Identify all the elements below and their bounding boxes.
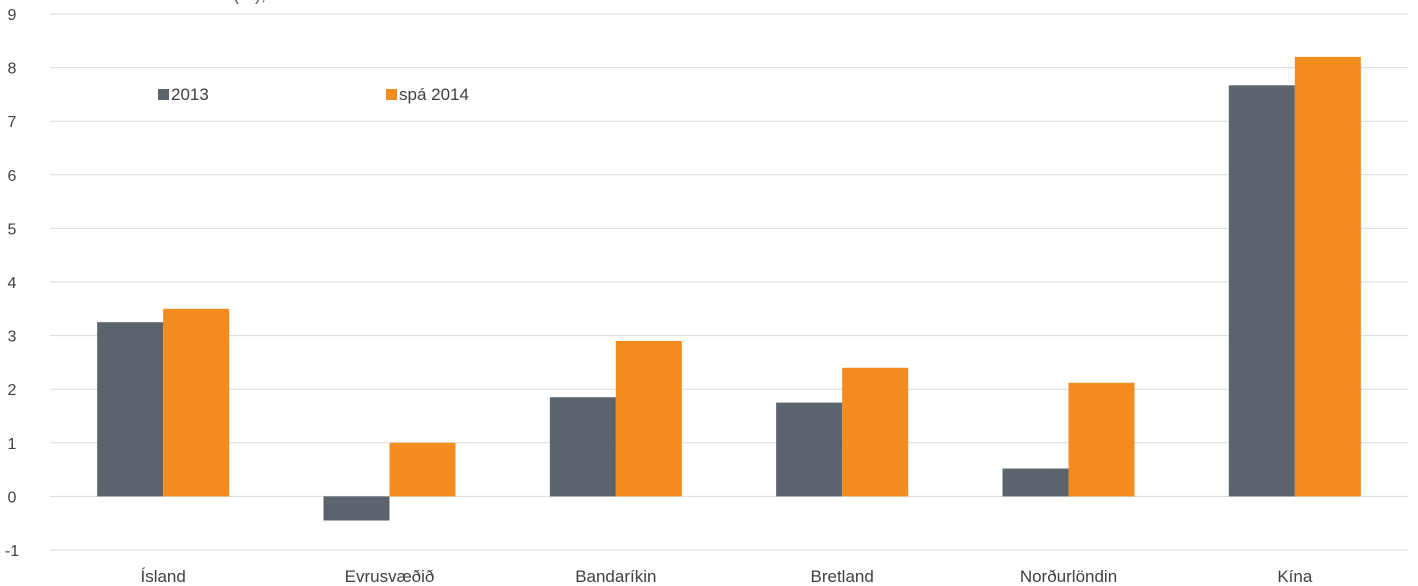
y-tick-label: 8 [8, 61, 17, 78]
bar-spá-2014-3 [842, 367, 909, 497]
x-category-label: Bandaríkin [575, 567, 656, 586]
legend: 2013 spá 2014 [158, 85, 469, 104]
bar-spá-2014-5 [1294, 56, 1361, 497]
y-tick-label: 9 [8, 7, 17, 24]
bar-2013-5 [1228, 85, 1295, 497]
y-tick-label: 3 [8, 329, 17, 346]
y-tick-label: 2 [8, 382, 17, 399]
y-tick-label: 1 [8, 436, 17, 453]
bar-2013-3 [776, 402, 843, 497]
legend-label: 2013 [171, 85, 209, 104]
x-category-label: Kína [1277, 567, 1313, 586]
y-axis-tick-labels: -1 0 1 2 3 4 5 6 7 8 9 [5, 7, 19, 560]
gridlines [50, 13, 1408, 551]
legend-label: spá 2014 [399, 85, 469, 104]
y-tick-label: 7 [8, 114, 17, 131]
x-category-label: Ísland [140, 567, 185, 586]
y-tick-label: 0 [8, 489, 17, 506]
x-category-label: Norðurlöndin [1020, 567, 1117, 586]
bar-2013-2 [549, 397, 616, 497]
legend-swatch [158, 89, 169, 100]
y-tick-label: -1 [5, 543, 19, 560]
y-tick-label: 6 [8, 168, 17, 185]
bar-spá-2014-4 [1068, 382, 1135, 497]
y-tick-label: 4 [8, 275, 17, 292]
bar-2013-1 [323, 496, 390, 521]
bar-spá-2014-2 [615, 340, 682, 497]
x-axis-category-labels: Ísland Evrusvæðið Bandaríkin Bretland Norður… [140, 567, 1312, 586]
bar-2013-0 [97, 322, 164, 497]
chart-title: … (%), … … … … … … … … [210, 0, 450, 4]
bar-spá-2014-0 [163, 308, 230, 497]
bars [97, 56, 1361, 521]
y-tick-label: 5 [8, 221, 17, 238]
bar-spá-2014-1 [389, 442, 456, 497]
x-category-label: Bretland [811, 567, 874, 586]
x-category-label: Evrusvæðið [345, 567, 435, 586]
legend-swatch [386, 89, 397, 100]
bar-2013-4 [1002, 468, 1069, 497]
